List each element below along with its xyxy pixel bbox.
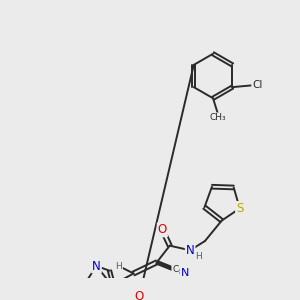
Text: C: C bbox=[172, 265, 178, 274]
Text: H: H bbox=[195, 252, 202, 261]
Text: S: S bbox=[236, 202, 243, 215]
Text: N: N bbox=[180, 268, 189, 278]
Text: Cl: Cl bbox=[252, 80, 262, 90]
Text: O: O bbox=[158, 224, 167, 236]
Text: N: N bbox=[92, 260, 101, 272]
Text: H: H bbox=[116, 262, 122, 271]
Text: N: N bbox=[186, 244, 194, 257]
Text: O: O bbox=[134, 290, 144, 300]
Text: CH₃: CH₃ bbox=[209, 113, 226, 122]
